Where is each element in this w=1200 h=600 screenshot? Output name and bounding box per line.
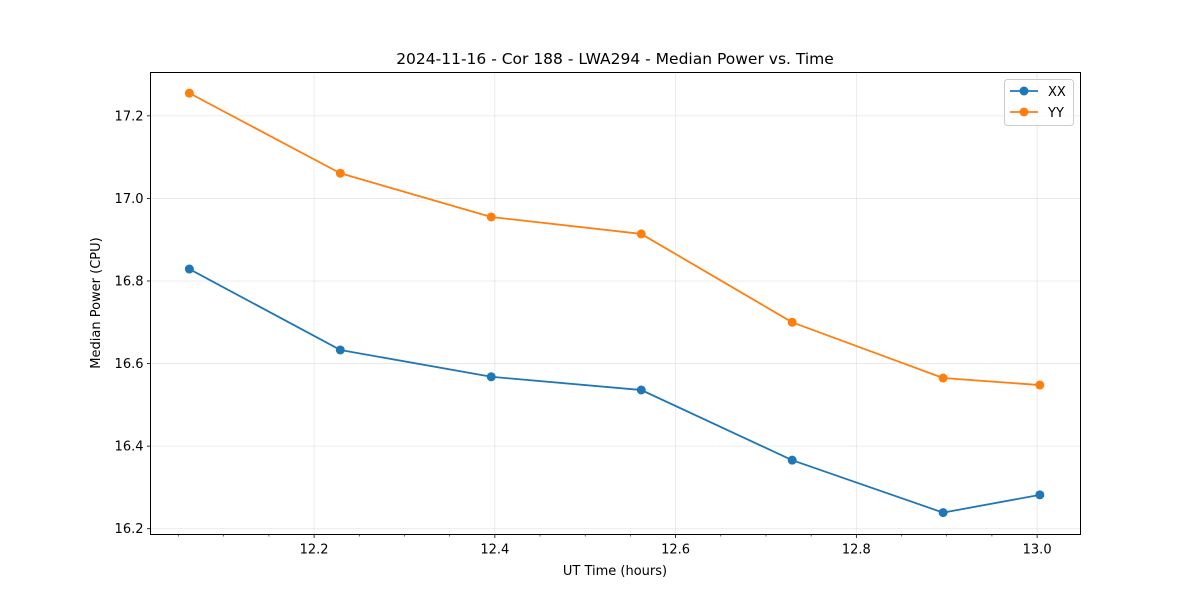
data-point-xx [486, 372, 496, 382]
x-tick-label: 12.4 [480, 543, 509, 558]
data-point-xx [184, 264, 194, 274]
x-tick-label: 12.6 [661, 543, 690, 558]
x-axis-label: UT Time (hours) [563, 564, 667, 579]
x-tick-label: 12.2 [300, 543, 329, 558]
plot-frame [150, 72, 1081, 535]
y-tick-label: 16.2 [115, 522, 144, 537]
data-point-yy [486, 212, 496, 222]
legend-label-yy: YY [1047, 106, 1064, 121]
data-point-xx [938, 508, 948, 518]
y-tick-label: 17.2 [115, 109, 144, 124]
y-tick-label: 16.6 [115, 357, 144, 372]
y-tick-label: 16.8 [115, 274, 144, 289]
data-point-yy [335, 168, 345, 178]
legend-marker-xx [1019, 86, 1029, 96]
legend-label-xx: XX [1048, 85, 1066, 100]
data-point-xx [335, 345, 345, 355]
data-point-xx [636, 385, 646, 395]
data-point-xx [787, 455, 797, 465]
y-tick-label: 17.0 [115, 192, 144, 207]
chart-title: 2024-11-16 - Cor 188 - LWA294 - Median P… [396, 50, 834, 68]
series-layer [184, 88, 1045, 518]
data-point-yy [787, 317, 797, 327]
ticks: 12.2 12.4 12.6 12.8 13.0 16.2 16.4 16.6 16.8 17.0… [115, 109, 1052, 557]
legend: XX YY [1004, 79, 1074, 126]
grid [150, 72, 1081, 535]
data-point-yy [636, 229, 646, 239]
data-point-yy [938, 373, 948, 383]
data-point-yy [184, 88, 194, 98]
x-tick-label: 12.8 [842, 543, 871, 558]
x-tick-label: 13.0 [1023, 543, 1052, 558]
data-point-yy [1035, 380, 1045, 390]
y-axis-label: Median Power (CPU) [89, 237, 104, 368]
legend-marker-yy [1019, 107, 1029, 117]
data-point-xx [1035, 490, 1045, 500]
y-tick-label: 16.4 [115, 440, 144, 455]
